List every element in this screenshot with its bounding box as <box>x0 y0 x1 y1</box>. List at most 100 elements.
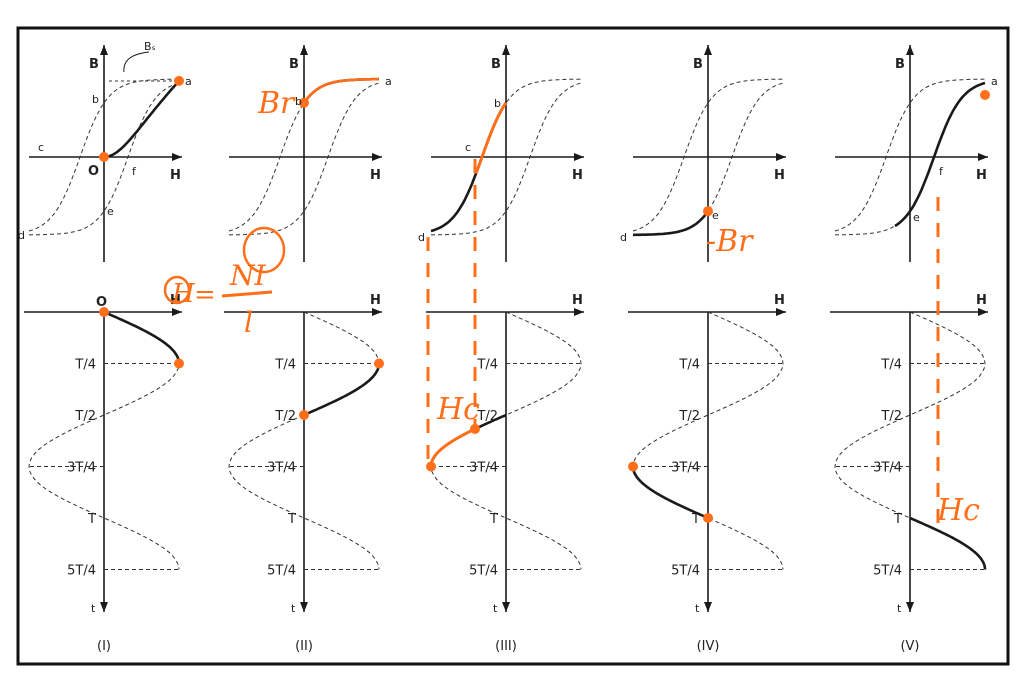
tick-label: T/2 <box>880 409 902 424</box>
point-f-label: f <box>132 165 137 178</box>
panel-caption: (III) <box>495 639 517 654</box>
tick-label: T/4 <box>476 358 498 373</box>
t-axis-arrow-icon <box>502 602 510 612</box>
h-axis-arrow-icon <box>172 153 182 161</box>
b-axis-label: B <box>289 57 299 72</box>
tick-label: T/4 <box>678 358 700 373</box>
sine-h-axis-label: H <box>774 293 785 308</box>
tick-label: T/4 <box>880 358 902 373</box>
neg-br-annotation: -Br <box>706 224 754 259</box>
tick-label: 3T/4 <box>67 461 96 476</box>
active-sine-segment <box>103 310 181 364</box>
loop-descending-branch <box>632 78 784 232</box>
tick-label: T <box>489 512 498 527</box>
sine-highlight <box>429 429 473 467</box>
panel-1: B Ht H T/4 T/2 3T/4 T 5T/4 (I) Bₛ a b c d e f O O <box>18 40 192 654</box>
tick-label: T/2 <box>274 409 296 424</box>
tick-label: 5T/4 <box>671 564 700 579</box>
point-c-label: c <box>38 141 44 154</box>
sine-h-axis-label: H <box>170 293 181 308</box>
sine-wave <box>632 311 784 570</box>
bs-label: Bₛ <box>144 40 156 53</box>
point-a-marker <box>174 75 184 86</box>
tick-label: 3T/4 <box>469 461 498 476</box>
b-axis-arrow-icon <box>704 45 712 55</box>
point-a-marker <box>980 89 990 100</box>
t-axis-label: t <box>91 602 96 615</box>
figure-frame <box>16 26 1010 666</box>
tick-label: T <box>691 512 700 527</box>
br-highlight <box>302 77 380 104</box>
t-axis-arrow-icon <box>100 602 108 612</box>
sine-peak-marker <box>374 358 384 369</box>
active-loop-tail <box>894 210 912 228</box>
active-loop-segment <box>632 210 710 237</box>
point-a-label: a <box>991 75 998 88</box>
point-e-label: e <box>107 205 114 218</box>
sine-trough-marker <box>426 461 436 472</box>
loop-descending-branch <box>28 78 180 232</box>
b-axis-arrow-icon <box>502 45 510 55</box>
sine-start-marker <box>99 307 109 317</box>
sine-h-axis-label: H <box>976 293 987 308</box>
h-axis-arrow-icon <box>978 153 988 161</box>
ni-circle-mark <box>242 226 286 274</box>
neg-br-marker <box>703 206 713 217</box>
sine-h-axis-arrow-icon <box>978 308 988 316</box>
hc-annotation-iii: Hc <box>436 392 480 427</box>
h-axis-label: H <box>170 168 181 183</box>
tick-label: 5T/4 <box>267 564 296 579</box>
tick-label: 3T/4 <box>671 461 700 476</box>
active-sine-segment <box>909 516 987 570</box>
b-axis-label: B <box>895 57 905 72</box>
point-a-label: a <box>385 75 392 88</box>
hc-annotation-v: Hc <box>936 493 980 528</box>
point-c-label: c <box>465 141 471 154</box>
h-axis-arrow-icon <box>776 153 786 161</box>
tick-label: T/4 <box>74 358 96 373</box>
panels-group: B Ht H T/4 T/2 3T/4 T 5T/4 (I) Bₛ a b c d e f O O B Ht H T/4 T… <box>18 40 998 654</box>
sine-trough-marker <box>628 461 638 472</box>
b-axis-arrow-icon <box>906 45 914 55</box>
h-axis-label: H <box>370 168 381 183</box>
tick-label: 5T/4 <box>469 564 498 579</box>
b-axis-label: B <box>89 57 99 72</box>
point-d-label: d <box>418 231 425 244</box>
sine-wave <box>228 311 380 570</box>
h-formula-annotation: H = NI l <box>163 226 286 339</box>
sine-h-axis-label: H <box>572 293 583 308</box>
point-b-label: b <box>92 93 99 106</box>
t-axis-label: t <box>897 602 902 615</box>
tick-label: T <box>893 512 902 527</box>
loop-descending-branch <box>834 78 986 232</box>
point-b-label: b <box>494 97 501 110</box>
t-axis-arrow-icon <box>300 602 308 612</box>
virgin-curve <box>103 80 180 159</box>
tick-label: T/2 <box>678 409 700 424</box>
sine-origin-label: O <box>96 295 107 310</box>
sine-h-axis-arrow-icon <box>172 308 182 316</box>
active-loop-segment <box>908 81 986 212</box>
origin-label: O <box>88 164 99 179</box>
sine-full-marker <box>703 513 713 523</box>
t-axis-label: t <box>291 602 296 615</box>
panel-4: B Ht H T/4 T/2 3T/4 T 5T/4 (IV) d e <box>620 45 786 654</box>
origin-marker <box>99 152 109 162</box>
point-e-label: e <box>712 209 719 222</box>
br-marker <box>299 97 309 108</box>
h-circle-mark <box>163 275 191 305</box>
sine-h-axis-label: H <box>370 293 381 308</box>
active-sine-segment <box>631 466 709 520</box>
h-axis-arrow-icon <box>372 153 382 161</box>
panel-5: B Ht H T/4 T/2 3T/4 T 5T/4 (V) a f e <box>830 45 998 654</box>
br-annotation: Br <box>257 86 296 121</box>
loop-ascending-branch <box>632 82 784 236</box>
bs-pointer <box>123 51 150 73</box>
active-sine-segment <box>303 363 381 417</box>
h-formula-den: l <box>244 306 253 339</box>
point-e-label: e <box>913 211 920 224</box>
sine-h-axis-arrow-icon <box>776 308 786 316</box>
panel-caption: (II) <box>295 639 313 654</box>
